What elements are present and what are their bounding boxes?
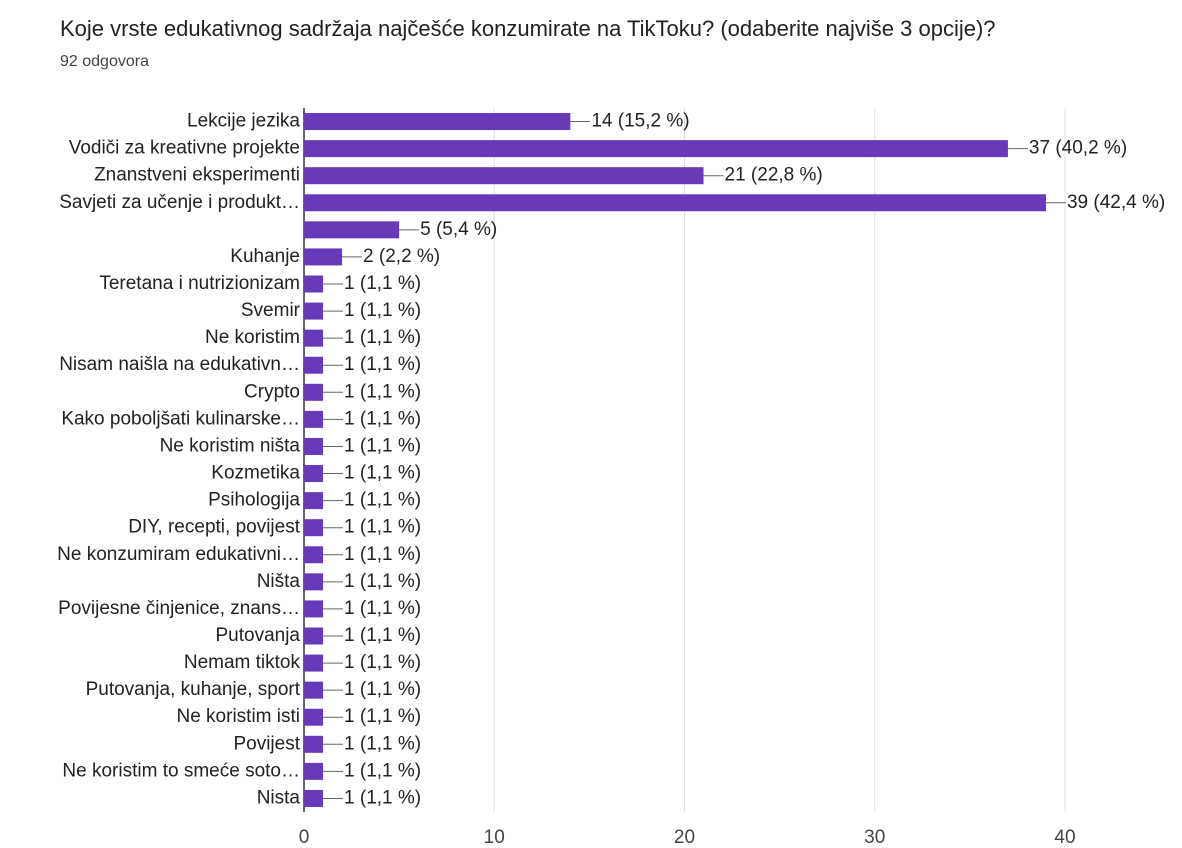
y-tick-label: Ne koristim ništa	[160, 435, 301, 456]
y-tick-label: Lekcije jezika	[187, 111, 300, 132]
y-tick-label: Znanstveni eksperimenti	[94, 165, 300, 186]
value-label: 1 (1,1 %)	[344, 571, 421, 592]
chart-subtitle: 92 odgovora	[60, 53, 149, 70]
value-label: 1 (1,1 %)	[344, 679, 421, 700]
y-tick-label: Vodiči za kreativne projekte	[69, 138, 300, 159]
bar	[304, 465, 324, 483]
value-label: 1 (1,1 %)	[344, 408, 421, 429]
bar	[304, 302, 324, 320]
value-label: 5 (5,4 %)	[420, 219, 497, 240]
bar	[304, 329, 324, 347]
bar	[304, 708, 324, 726]
value-label: 1 (1,1 %)	[344, 760, 421, 781]
value-label: 1 (1,1 %)	[344, 625, 421, 646]
bar	[304, 546, 324, 564]
bar	[304, 221, 400, 239]
bar	[304, 194, 1046, 212]
value-label: 1 (1,1 %)	[344, 733, 421, 754]
value-label: 1 (1,1 %)	[344, 463, 421, 484]
x-tick-label: 30	[864, 827, 885, 848]
x-tick-label: 0	[299, 827, 310, 848]
value-label: 1 (1,1 %)	[344, 327, 421, 348]
value-label: 1 (1,1 %)	[344, 300, 421, 321]
y-tick-label: Ništa	[257, 571, 301, 592]
y-tick-label: DIY, recepti, povijest	[128, 517, 301, 538]
y-tick-label: Svemir	[241, 300, 301, 321]
y-tick-label: Ne konzumiram edukativni…	[57, 544, 300, 565]
value-label: 37 (40,2 %)	[1029, 138, 1127, 159]
value-label: 1 (1,1 %)	[344, 273, 421, 294]
value-label: 1 (1,1 %)	[344, 544, 421, 565]
x-tick-label: 10	[484, 827, 505, 848]
y-tick-label: Crypto	[244, 381, 300, 402]
bar	[304, 681, 324, 699]
y-tick-label: Putovanja, kuhanje, sport	[86, 679, 301, 700]
y-tick-label: Povijesne činjenice, znans…	[58, 598, 300, 619]
bar	[304, 762, 324, 780]
bar	[304, 248, 343, 266]
y-tick-label: Povijest	[233, 733, 300, 754]
bar	[304, 654, 324, 672]
y-tick-label: Nista	[257, 787, 301, 808]
value-label: 1 (1,1 %)	[344, 787, 421, 808]
bar	[304, 789, 324, 807]
bar	[304, 519, 324, 537]
value-label: 21 (22,8 %)	[725, 165, 823, 186]
y-tick-label: Ne koristim	[205, 327, 300, 348]
bar	[304, 600, 324, 618]
bar	[304, 410, 324, 428]
y-tick-label: Ne koristim to smeće soto…	[62, 760, 300, 781]
bar	[304, 356, 324, 374]
y-tick-label: Ne koristim isti	[176, 706, 300, 727]
value-label: 1 (1,1 %)	[344, 435, 421, 456]
value-label: 1 (1,1 %)	[344, 706, 421, 727]
bar	[304, 113, 571, 131]
y-tick-label: Putovanja	[215, 625, 300, 646]
bar	[304, 627, 324, 645]
chart-title: Koje vrste edukativnog sadržaja najčešće…	[60, 16, 996, 41]
y-tick-label: Kuhanje	[230, 246, 300, 267]
value-label: 14 (15,2 %)	[591, 111, 689, 132]
y-tick-label: Kako poboljšati kulinarske…	[61, 408, 300, 429]
y-tick-label: Nemam tiktok	[184, 652, 301, 673]
bar	[304, 167, 704, 185]
value-label: 1 (1,1 %)	[344, 490, 421, 511]
value-label: 1 (1,1 %)	[344, 517, 421, 538]
bar	[304, 573, 324, 591]
bar	[304, 492, 324, 510]
value-label: 1 (1,1 %)	[344, 652, 421, 673]
bar	[304, 275, 324, 293]
bar	[304, 735, 324, 753]
bar	[304, 383, 324, 401]
bar	[304, 437, 324, 455]
y-tick-label: Teretana i nutrizionizam	[99, 273, 300, 294]
value-label: 1 (1,1 %)	[344, 598, 421, 619]
y-tick-label: Kozmetika	[211, 463, 300, 484]
value-label: 1 (1,1 %)	[344, 354, 421, 375]
bar	[304, 140, 1008, 158]
value-label: 39 (42,4 %)	[1067, 192, 1165, 213]
x-tick-label: 20	[674, 827, 695, 848]
value-label: 2 (2,2 %)	[363, 246, 440, 267]
value-label: 1 (1,1 %)	[344, 381, 421, 402]
y-tick-label: Savjeti za učenje i produkt…	[59, 192, 300, 213]
x-tick-label: 40	[1054, 827, 1075, 848]
y-tick-label: Nisam naišla na edukativn…	[59, 354, 300, 375]
y-tick-label: Psihologija	[208, 490, 300, 511]
